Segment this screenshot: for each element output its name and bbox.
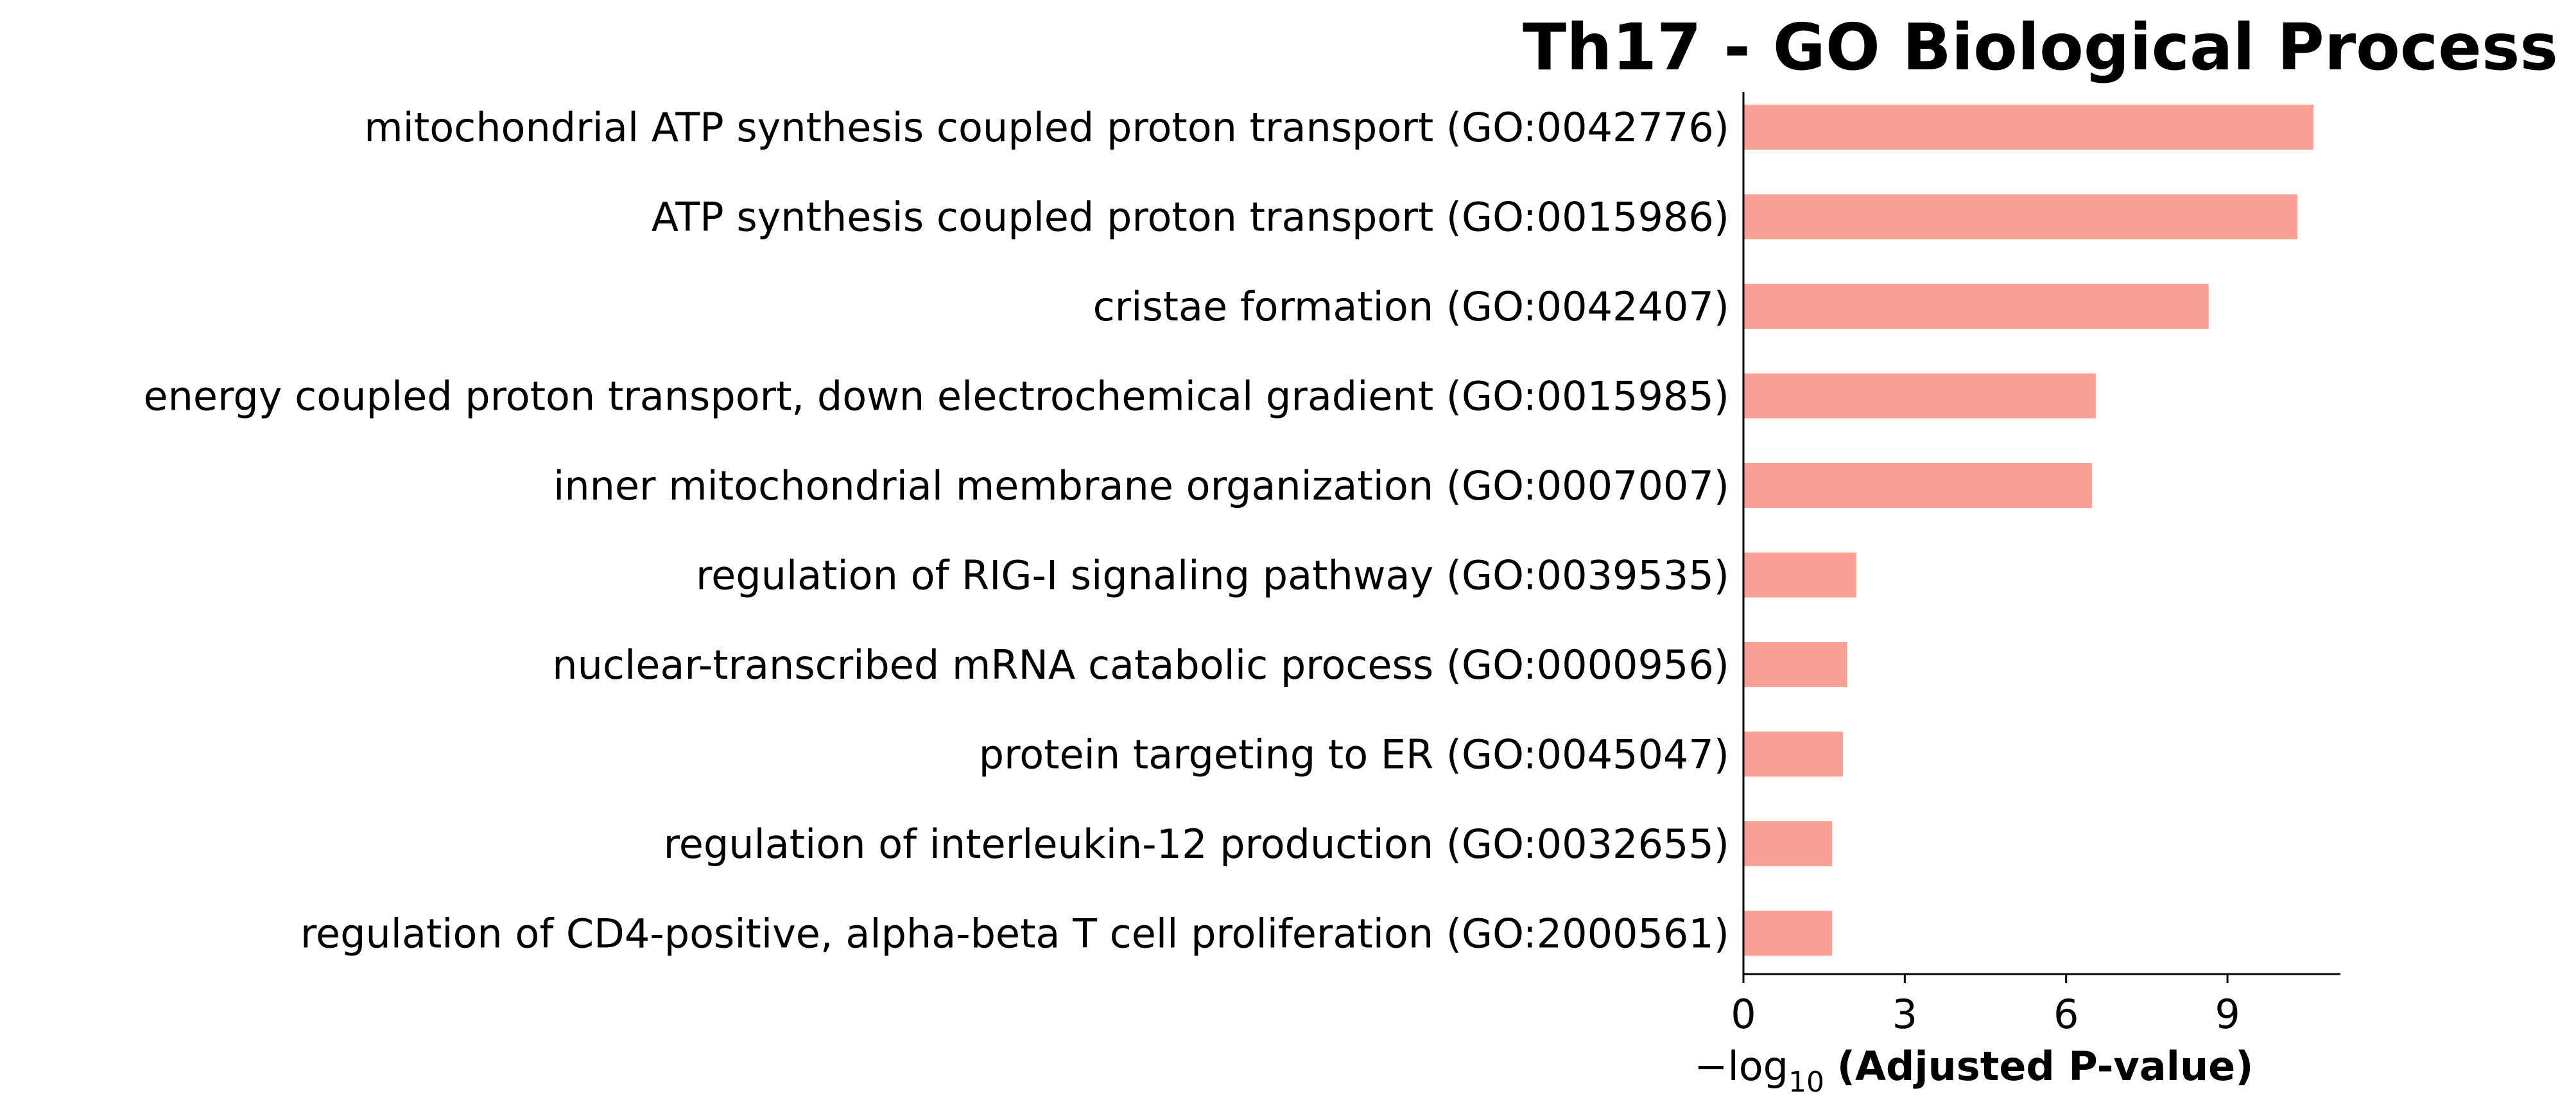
bar	[1743, 821, 1833, 866]
x-axis-label-prefix: −log	[1695, 1043, 1788, 1090]
x-tick-label: 3	[1892, 991, 1917, 1038]
category-label: inner mitochondrial membrane organizatio…	[553, 462, 1729, 509]
category-label: protein targeting to ER (GO:0045047)	[979, 731, 1729, 778]
category-label: regulation of CD4-positive, alpha-beta T…	[300, 911, 1729, 957]
bar	[1743, 463, 2092, 508]
chart-title: Th17 - GO Biological Process	[1523, 10, 2558, 85]
bars	[1743, 105, 2314, 956]
bar	[1743, 194, 2297, 240]
x-tick-label: 6	[2053, 991, 2079, 1038]
x-tick-label: 0	[1731, 991, 1756, 1038]
bar	[1743, 552, 1856, 598]
x-axis-label-gap	[1824, 1043, 1837, 1090]
bar	[1743, 373, 2096, 419]
bar	[1743, 105, 2314, 150]
bar	[1743, 911, 1833, 956]
category-label: regulation of interleukin-12 production …	[664, 821, 1729, 867]
category-label: cristae formation (GO:0042407)	[1093, 283, 1729, 330]
category-labels: mitochondrial ATP synthesis coupled prot…	[143, 104, 1729, 957]
x-axis-label-suffix: (Adjusted P-value)	[1837, 1043, 2254, 1090]
bar	[1743, 731, 1843, 777]
category-label: ATP synthesis coupled proton transport (…	[652, 194, 1729, 241]
x-tick-label: 9	[2215, 991, 2240, 1038]
category-label: mitochondrial ATP synthesis coupled prot…	[364, 104, 1729, 151]
category-label: regulation of RIG-I signaling pathway (G…	[696, 552, 1729, 599]
bar	[1743, 642, 1847, 687]
bar	[1743, 284, 2209, 329]
x-axis-label-subscript: 10	[1788, 1066, 1824, 1099]
x-ticks: 0 3 6 9	[1731, 974, 2240, 1038]
category-label: energy coupled proton transport, down el…	[143, 373, 1729, 420]
category-label: nuclear-transcribed mRNA catabolic proce…	[552, 641, 1729, 688]
x-axis-label: −log10 (Adjusted P-value)	[1695, 1043, 2254, 1099]
